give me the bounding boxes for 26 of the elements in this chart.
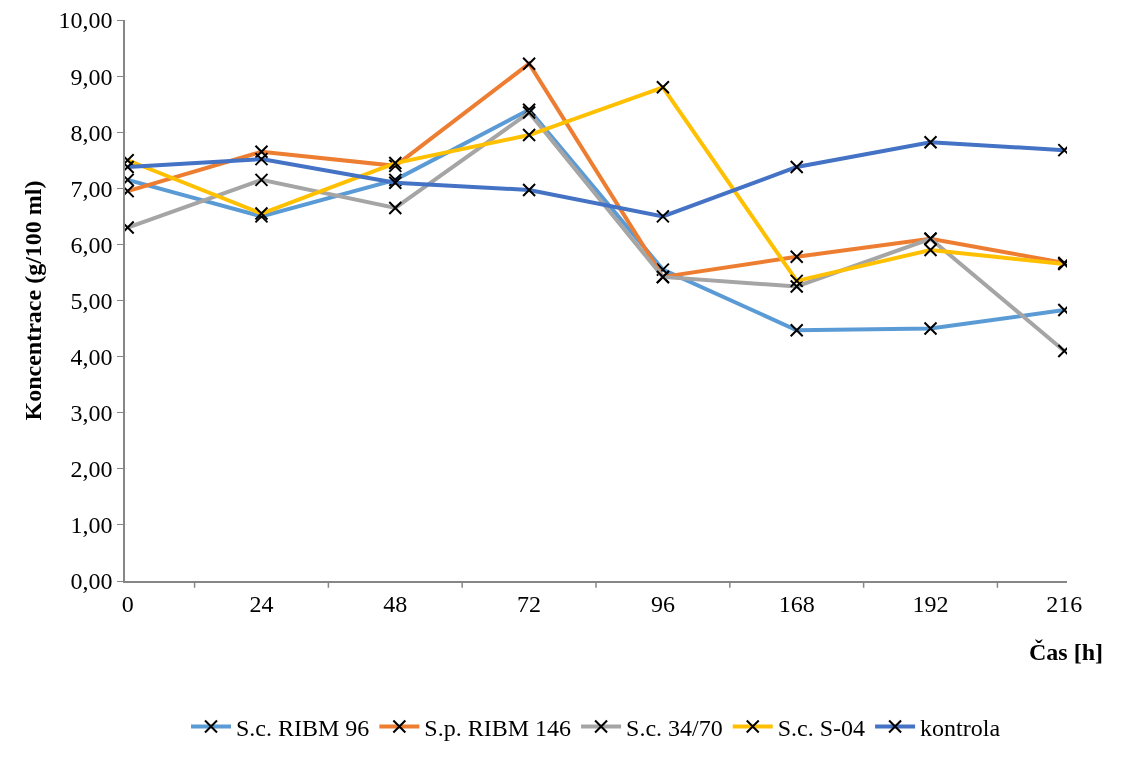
y-tick-label: 5,00: [70, 287, 113, 314]
y-tick-label: 8,00: [70, 119, 113, 146]
y-tick-label: 4,00: [70, 344, 113, 370]
legend-label: kontrola: [920, 714, 1001, 741]
legend-label: S.p. RIBM 146: [424, 714, 572, 741]
y-tick-label: 3,00: [70, 400, 113, 427]
y-tick-label: 2,00: [70, 456, 113, 483]
y-tick-label: 9,00: [70, 63, 113, 90]
x-tick-label: 216: [1046, 590, 1083, 617]
x-tick-label: 72: [517, 590, 542, 617]
legend-label: S.c. S-04: [777, 714, 866, 741]
legend-label: S.c. 34/70: [626, 714, 723, 741]
x-tick-label: 0: [121, 590, 134, 617]
x-tick-label: 168: [778, 590, 815, 617]
y-tick-label: 10,00: [58, 7, 113, 34]
y-tick-label: 6,00: [70, 231, 113, 258]
x-tick-label: 24: [249, 590, 274, 617]
y-axis-title: Koncentrace (g/100 ml): [20, 180, 47, 421]
y-tick-label: 0,00: [70, 568, 113, 595]
y-tick-label: 1,00: [70, 512, 113, 539]
x-tick-label: 96: [650, 590, 675, 617]
y-tick-label: 7,00: [70, 175, 113, 202]
legend-label: S.c. RIBM 96: [236, 714, 370, 741]
x-tick-label: 48: [383, 590, 408, 617]
x-tick-label: 192: [912, 590, 949, 617]
x-axis-title: Čas [h]: [1029, 639, 1104, 665]
